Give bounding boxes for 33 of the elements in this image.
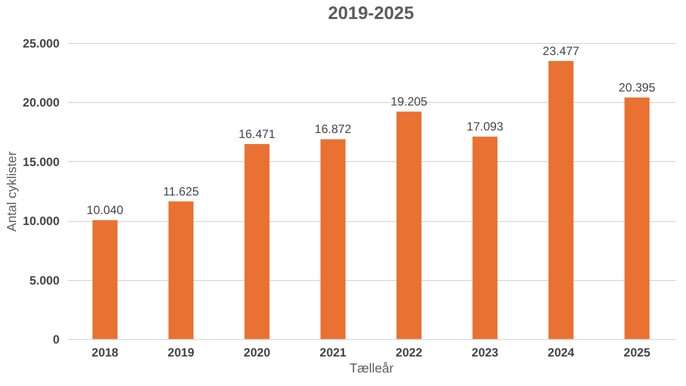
chart-title: 2019-2025: [328, 3, 414, 23]
bar: [320, 139, 346, 339]
x-tick-label: 2022: [396, 346, 423, 360]
x-tick-label: 2019: [168, 346, 195, 360]
x-tick-label: 2018: [92, 346, 119, 360]
data-label: 10.040: [86, 203, 124, 218]
bar: [472, 136, 498, 339]
bar: [168, 201, 194, 339]
data-label: 16.872: [314, 122, 352, 136]
bar: [244, 144, 270, 339]
y-tick-label: 15.000: [22, 154, 60, 169]
y-axis-title: Antal cyklister: [4, 150, 19, 232]
data-label: 11.625: [163, 184, 200, 198]
y-tick-label: 20.000: [22, 96, 60, 110]
data-label: 23.477: [542, 44, 580, 58]
x-tick-label: 2024: [548, 346, 575, 360]
y-tick-label: 0: [52, 332, 60, 346]
bar: [396, 112, 422, 339]
y-tick-label: 25.000: [22, 36, 60, 50]
y-tick-label: 5.000: [29, 273, 60, 288]
data-label: 17.093: [466, 120, 504, 134]
y-tick-label: 10.000: [22, 214, 60, 228]
data-label: 19.205: [390, 94, 428, 109]
x-tick-label: 2025: [624, 346, 651, 360]
x-tick-label: 2021: [320, 346, 347, 360]
bar: [548, 61, 574, 339]
x-axis-title: Tælleår: [349, 360, 394, 376]
bar: [92, 220, 118, 339]
x-tick-label: 2020: [244, 346, 271, 360]
bar: [624, 98, 650, 339]
data-label: 16.471: [238, 126, 276, 141]
x-tick-label: 2023: [472, 346, 499, 360]
data-label: 20.395: [618, 80, 656, 95]
